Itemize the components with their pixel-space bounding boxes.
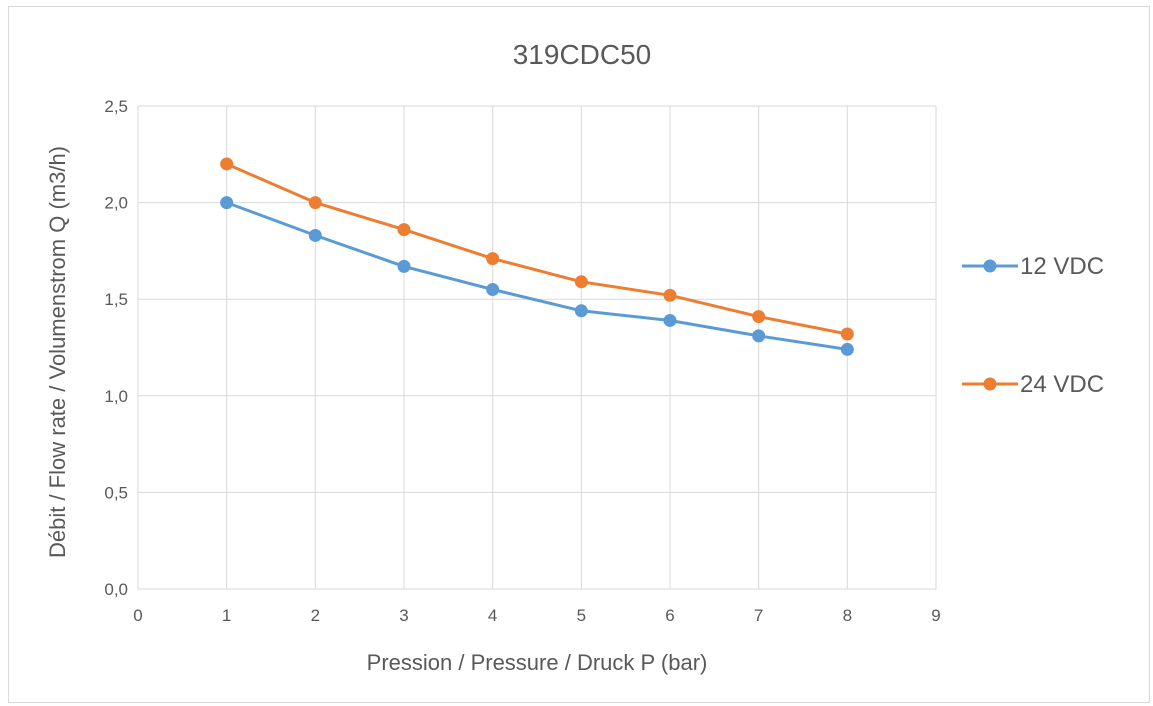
data-point <box>397 259 411 273</box>
chart-frame <box>8 6 1150 703</box>
legend-marker <box>983 377 997 391</box>
data-point <box>486 283 500 297</box>
data-point <box>840 342 854 356</box>
tick-labels: 0 1 2 3 4 5 6 7 8 9 0,0 0,5 1,0 1,5 2,0 2,5 <box>104 97 940 625</box>
data-point <box>397 223 411 237</box>
x-tick-label: 2 <box>311 606 320 625</box>
data-point <box>220 196 234 210</box>
y-tick-label: 0,5 <box>104 483 128 502</box>
y-tick-label: 2,5 <box>104 97 128 116</box>
legend-label: 12 VDC <box>1020 253 1104 280</box>
legend: 12 VDC 24 VDC <box>962 253 1104 398</box>
x-tick-label: 4 <box>488 606 497 625</box>
legend-label: 24 VDC <box>1020 371 1104 398</box>
data-point <box>574 304 588 318</box>
data-point <box>663 313 677 327</box>
x-tick-label: 8 <box>843 606 852 625</box>
x-axis-title: Pression / Pressure / Druck P (bar) <box>367 650 708 675</box>
data-point <box>486 252 500 266</box>
x-tick-label: 9 <box>931 606 940 625</box>
data-point <box>752 310 766 324</box>
y-tick-label: 0,0 <box>104 580 128 599</box>
x-tick-label: 0 <box>133 606 142 625</box>
legend-marker <box>983 259 997 273</box>
series-line-2 <box>226 162 848 336</box>
y-tick-label: 1,0 <box>104 387 128 406</box>
x-tick-label: 3 <box>399 606 408 625</box>
data-point <box>574 275 588 289</box>
gridlines <box>137 105 937 590</box>
x-tick-label: 1 <box>222 606 231 625</box>
y-axis-title: Débit / Flow rate / Volumenstrom Q (m3/h… <box>45 146 70 558</box>
data-point <box>220 157 234 171</box>
data-point <box>308 228 322 242</box>
x-tick-label: 7 <box>754 606 763 625</box>
chart-title: 319CDC50 <box>513 39 652 70</box>
x-tick-label: 6 <box>665 606 674 625</box>
y-tick-label: 2,0 <box>104 194 128 213</box>
data-point <box>840 327 854 341</box>
data-point <box>308 196 322 210</box>
series-layer <box>220 157 854 356</box>
x-tick-label: 5 <box>577 606 586 625</box>
series-line-1 <box>226 201 848 351</box>
data-point <box>663 288 677 302</box>
y-tick-label: 1,5 <box>104 290 128 309</box>
data-point <box>752 329 766 343</box>
